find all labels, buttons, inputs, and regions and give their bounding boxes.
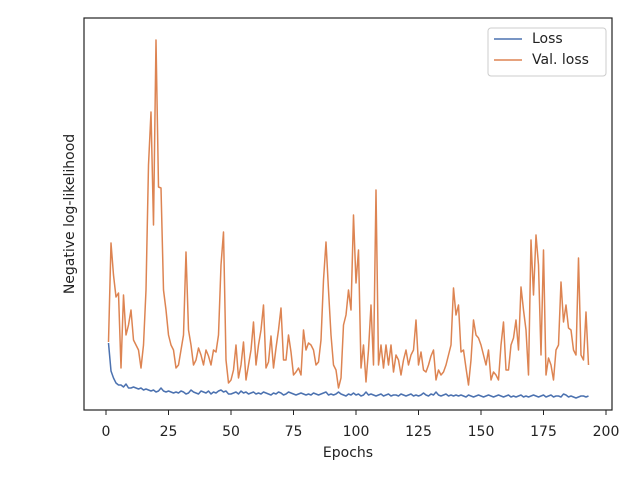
x-tick-label: 200: [593, 424, 620, 440]
legend-label: Loss: [532, 31, 563, 47]
x-tick-label: 125: [405, 424, 432, 440]
x-tick-label: 150: [468, 424, 495, 440]
x-tick-label: 175: [530, 424, 557, 440]
y-axis-label: Negative log-likelihood: [62, 134, 78, 294]
series-line: [107, 342, 589, 399]
x-axis-label: Epochs: [323, 445, 373, 461]
legend-label: Val. loss: [532, 52, 589, 68]
x-tick-label: 25: [160, 424, 178, 440]
series-line: [107, 39, 590, 389]
legend-box: [487, 27, 607, 77]
x-tick-label: 0: [102, 424, 111, 440]
plot-frame: [83, 17, 613, 411]
x-tick-label: 100: [343, 424, 370, 440]
x-tick-label: 50: [222, 424, 240, 440]
x-tick-label: 75: [285, 424, 303, 440]
